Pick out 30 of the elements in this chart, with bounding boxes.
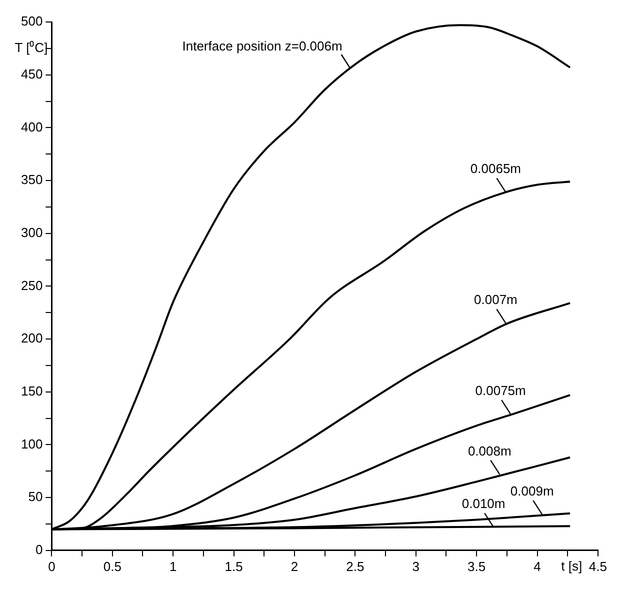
y-tick-label: 400: [20, 119, 43, 134]
x-tick-label: 1.5: [224, 558, 243, 574]
x-tick-label: 4.5: [588, 558, 608, 574]
x-tick-label: 2: [290, 558, 298, 574]
y-tick-label: 500: [20, 14, 43, 29]
y-tick-label: 100: [20, 436, 43, 452]
x-tick-label: 3: [412, 558, 420, 574]
y-tick-label: 200: [20, 330, 43, 346]
annotation: 0.0075m: [475, 383, 526, 398]
annotation: 0.008m: [468, 443, 512, 458]
x-tick-label: 2.5: [346, 558, 364, 574]
x-axis-title: t [s]: [561, 558, 582, 574]
y-tick-label: 300: [20, 224, 43, 240]
y-tick-label: 0: [35, 542, 43, 557]
x-tick-label: 3.5: [468, 558, 486, 574]
annotation: 0.007m: [474, 292, 518, 308]
annotation: Interface position z=0.006m: [182, 38, 342, 54]
x-tick-label: 4: [534, 558, 541, 574]
y-tick-label: 350: [20, 172, 43, 188]
y-tick-label: 250: [20, 278, 43, 293]
annotation: 0.010m: [462, 496, 506, 512]
x-tick-label: 1: [169, 558, 177, 574]
y-axis-title: T [⁰C]: [14, 40, 48, 55]
annotation: 0.0065m: [470, 161, 521, 176]
annotation: 0.009m: [510, 483, 554, 498]
x-tick-label: 0.5: [103, 558, 122, 574]
y-tick-label: 50: [28, 489, 43, 504]
y-tick-label: 150: [20, 383, 43, 398]
y-tick-label: 450: [20, 66, 43, 82]
x-tick-label: 0: [48, 558, 56, 574]
